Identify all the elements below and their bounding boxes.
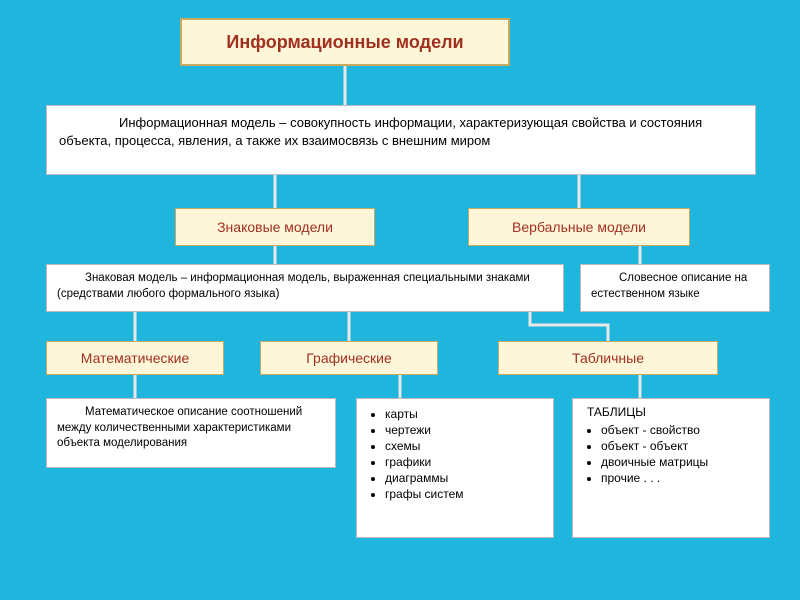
sign-models-label: Знаковые модели	[175, 208, 375, 246]
table-list-box: ТАБЛИЦЫ объект - свойство объект - объект…	[572, 398, 770, 538]
list-item: графики	[385, 455, 543, 469]
list-item: графы систем	[385, 487, 543, 501]
math-desc-text: Математическое описание соотношений межд…	[57, 406, 302, 449]
graphics-list: карты чертежи схемы графики диаграммы графы с…	[367, 407, 543, 501]
sign-models-text: Знаковые модели	[217, 219, 333, 235]
list-item: объект - свойство	[601, 423, 759, 437]
root-title-text: Информационные модели	[226, 32, 463, 53]
list-item: двоичные матрицы	[601, 455, 759, 469]
list-item: прочие . . .	[601, 471, 759, 485]
verbal-models-desc-text: Словесное описание на естественном языке	[591, 272, 747, 300]
table-list-heading: ТАБЛИЦЫ	[583, 405, 759, 419]
math-description: Математическое описание соотношений межд…	[46, 398, 336, 468]
verbal-models-text: Вербальные модели	[512, 219, 646, 235]
list-item: чертежи	[385, 423, 543, 437]
graphics-label-text: Графические	[306, 350, 392, 366]
list-item: схемы	[385, 439, 543, 453]
graphics-label: Графические	[260, 341, 438, 375]
root-description-text: Информационная модель – совокупность инф…	[59, 115, 702, 148]
verbal-models-description: Словесное описание на естественном языке	[580, 264, 770, 312]
math-label: Математические	[46, 341, 224, 375]
table-label: Табличные	[498, 341, 718, 375]
list-item: карты	[385, 407, 543, 421]
list-item: объект - объект	[601, 439, 759, 453]
root-description-box: Информационная модель – совокупность инф…	[46, 105, 756, 175]
root-title-box: Информационные модели	[180, 18, 510, 66]
graphics-list-box: карты чертежи схемы графики диаграммы графы с…	[356, 398, 554, 538]
table-list: объект - свойство объект - объект двоичные…	[583, 423, 759, 485]
list-item: диаграммы	[385, 471, 543, 485]
sign-models-description: Знаковая модель – информационная модель,…	[46, 264, 564, 312]
table-label-text: Табличные	[572, 350, 644, 366]
sign-models-desc-text: Знаковая модель – информационная модель,…	[57, 272, 530, 300]
math-label-text: Математические	[81, 350, 190, 366]
verbal-models-label: Вербальные модели	[468, 208, 690, 246]
